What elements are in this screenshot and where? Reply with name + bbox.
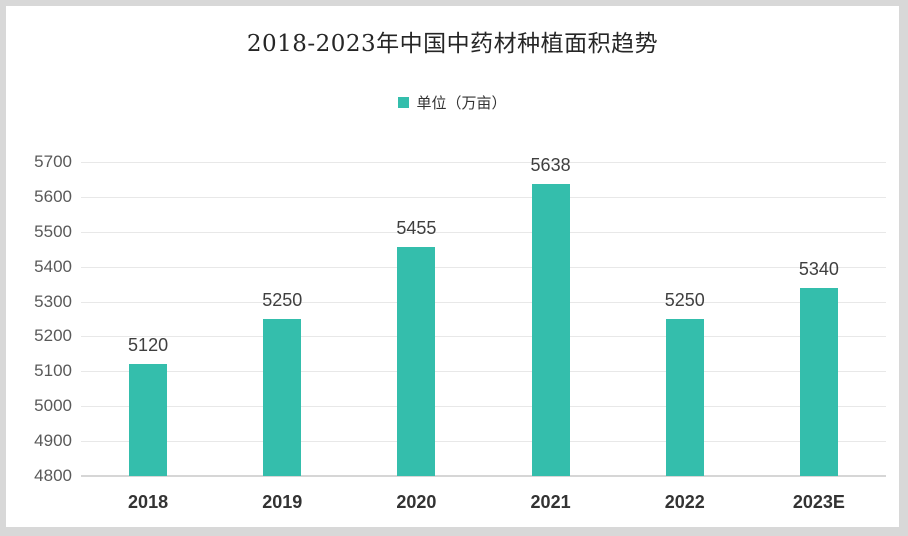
y-tick-label: 5200 — [34, 326, 72, 346]
bar — [397, 247, 436, 476]
y-tick-label: 5700 — [34, 152, 72, 171]
bar — [799, 287, 838, 476]
y-tick-label: 5600 — [34, 186, 72, 206]
x-tick-label: 2023E — [792, 492, 845, 512]
chart-title: 2018-2023年中国中药材种植面积趋势 — [246, 31, 659, 57]
bar — [665, 319, 704, 476]
gridline — [81, 441, 886, 443]
y-tick-label: 5500 — [34, 221, 72, 241]
bar-value-label: 5455 — [396, 218, 437, 239]
y-tick-label: 5100 — [34, 361, 72, 381]
gridline — [81, 336, 886, 338]
x-tick-label: 2020 — [396, 492, 437, 512]
gridline — [81, 266, 886, 268]
x-tick-label: 2021 — [530, 492, 571, 512]
y-tick-label: 5400 — [34, 256, 72, 276]
x-axis-line — [81, 475, 886, 477]
x-tick-label: 2022 — [664, 492, 705, 512]
gridline — [81, 371, 886, 373]
bar-value-label: 5120 — [128, 335, 169, 356]
y-tick-label: 4900 — [34, 431, 72, 451]
y-tick-label: 4800 — [34, 466, 72, 485]
bar-value-label: 5638 — [530, 154, 571, 175]
gridline — [81, 406, 886, 408]
bar — [129, 364, 168, 476]
y-tick-label: 5300 — [34, 291, 72, 311]
legend-swatch-icon — [398, 97, 410, 108]
gridline — [81, 196, 886, 198]
x-tick-label: 2018 — [128, 492, 169, 512]
legend: 单位（万亩） — [6, 92, 899, 113]
bar — [531, 183, 570, 476]
y-tick-label: 5000 — [34, 396, 72, 416]
x-tick-label: 2019 — [262, 492, 303, 512]
bar-chart: 4800 4900 5000 5100 5200 5300 5400 5500 5600 5700… — [6, 6, 899, 527]
bar-value-label: 5340 — [798, 258, 839, 279]
gridline — [81, 231, 886, 233]
bar-value-label: 5250 — [262, 290, 303, 310]
legend-label: 单位（万亩） — [416, 94, 507, 112]
bar — [263, 319, 302, 476]
gridline — [81, 162, 886, 163]
gridline — [81, 301, 886, 303]
bar-value-label: 5250 — [664, 290, 705, 310]
